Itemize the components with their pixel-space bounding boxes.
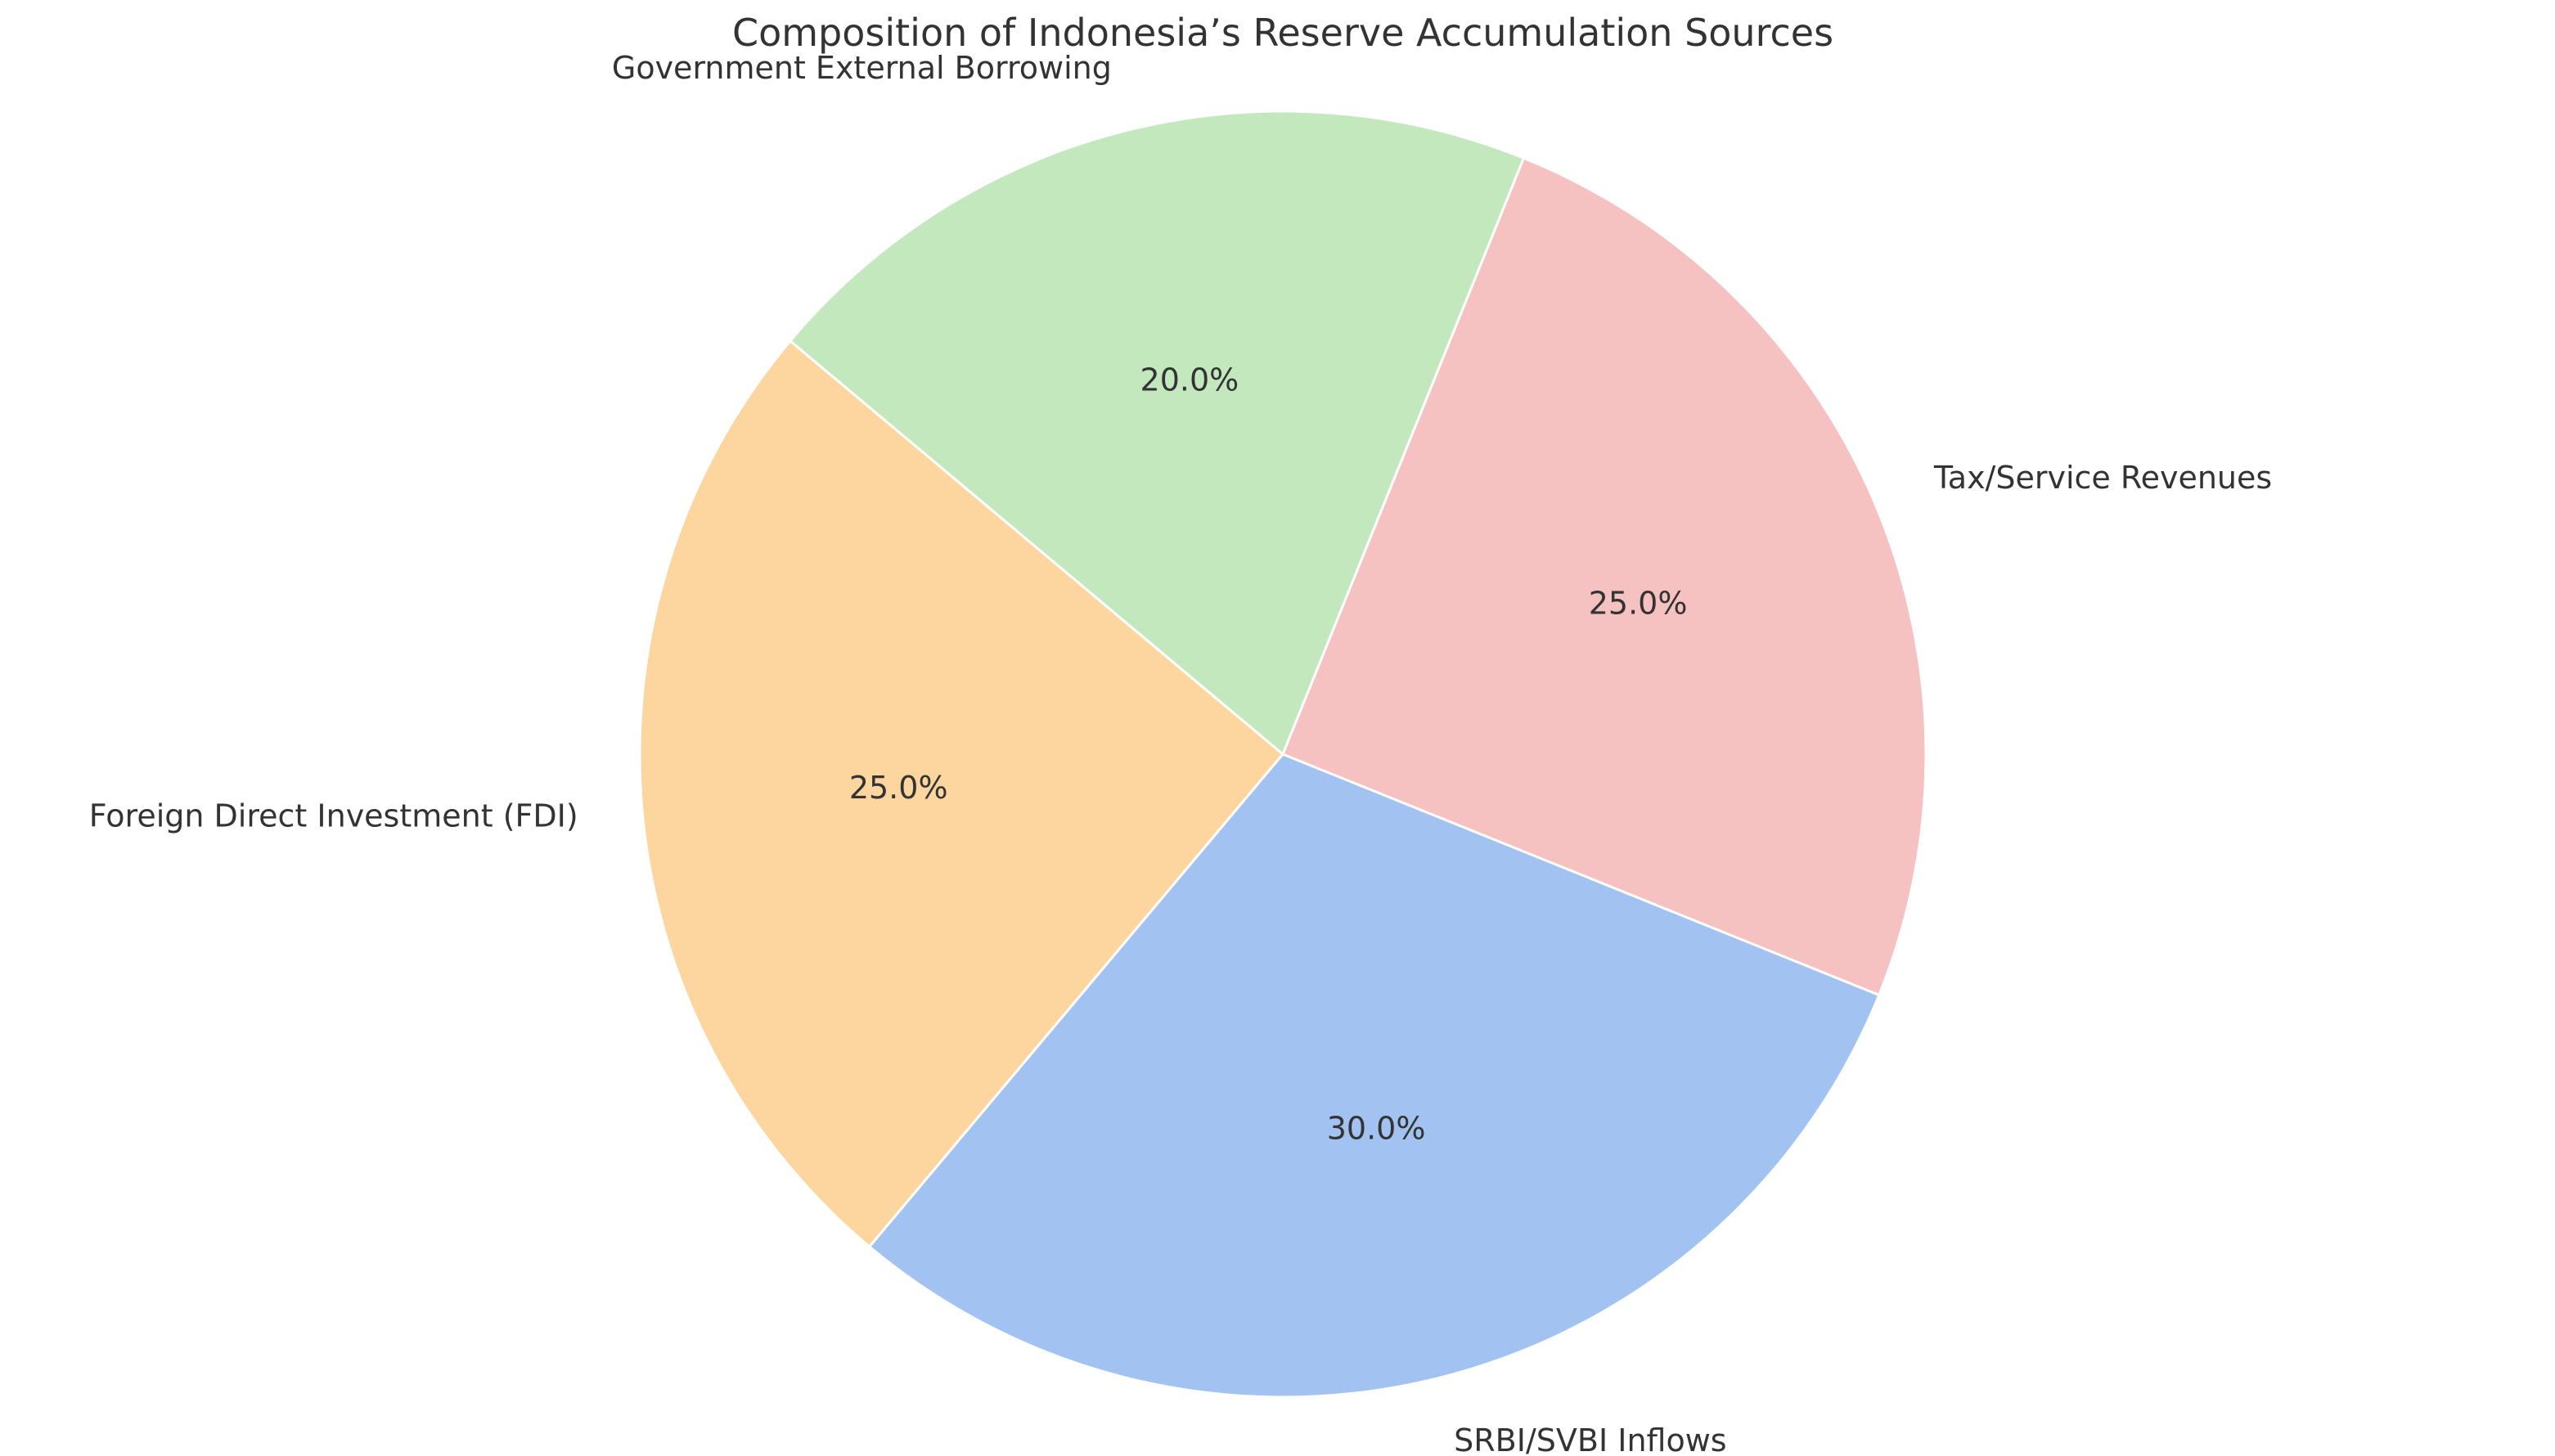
pie-category-label-foreign-direct-investment-fdi: Foreign Direct Investment (FDI) — [89, 798, 578, 834]
pie-slice-srbi-svbi-inflows — [867, 753, 1881, 1399]
pie-slices — [638, 110, 1927, 1399]
pie-category-label-government-external-borrowing: Government External Borrowing — [612, 50, 1112, 86]
pie-slice-government-external-borrowing — [788, 110, 1526, 757]
pie-labels: 25.0% Foreign Direct Investment (FDI) 30.0… — [89, 50, 2272, 1456]
pie-pct-label-government-external-borrowing: 20.0% — [1140, 362, 1239, 398]
pie-slice-foreign-direct-investment-fdi — [638, 339, 1285, 1249]
pie-slice-tax-service-revenues — [1281, 156, 1927, 997]
pie-pct-label-srbi-svbi-inflows: 30.0% — [1327, 1111, 1426, 1147]
pie-category-label-srbi-svbi-inflows: SRBI/SVBI Inflows — [1454, 1422, 1726, 1456]
pie-pct-label-foreign-direct-investment-fdi: 25.0% — [849, 770, 948, 806]
pie-category-label-tax-service-revenues: Tax/Service Revenues — [1933, 460, 2272, 496]
chart-title: Composition of Indonesia’s Reserve Accum… — [732, 11, 1833, 55]
pie-pct-label-tax-service-revenues: 25.0% — [1589, 586, 1688, 622]
